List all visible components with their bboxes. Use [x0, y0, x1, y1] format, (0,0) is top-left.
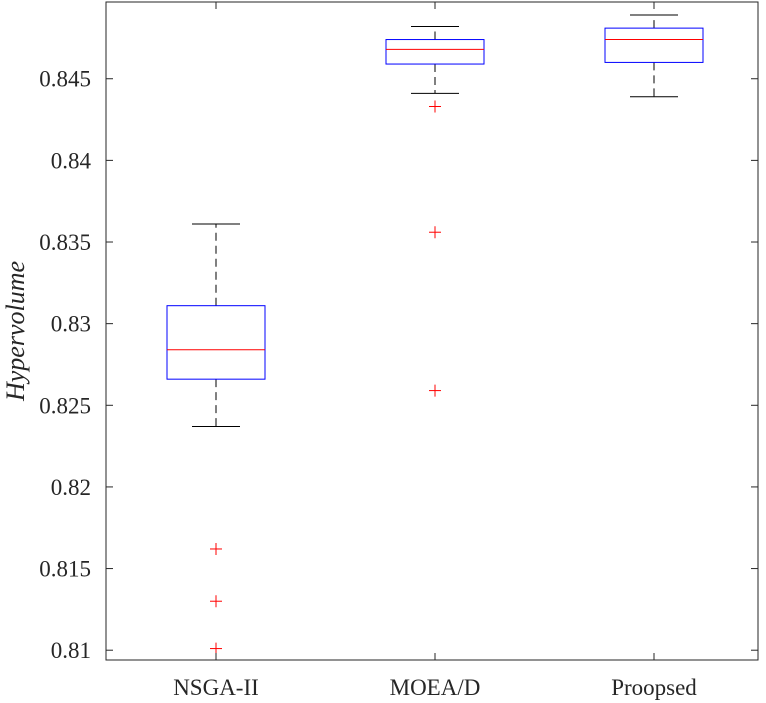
y-axis-label: Hypervolume: [1, 261, 30, 402]
outlier-point: [210, 642, 222, 655]
iqr-box: [385, 39, 485, 65]
x-tick-label: MOEA/D: [390, 675, 481, 700]
x-tick-label: NSGA-II: [173, 675, 259, 700]
box-group: [385, 25, 485, 397]
outlier-point: [210, 542, 222, 555]
axes-frame: [105, 1, 759, 661]
chart-marks: [166, 14, 704, 655]
y-tick-label: 0.845: [39, 67, 91, 92]
y-tick-label: 0.825: [39, 393, 91, 418]
y-tick-label: 0.82: [51, 475, 91, 500]
y-tick-label: 0.84: [51, 148, 92, 173]
y-tick-label: 0.83: [51, 312, 91, 337]
outlier-point: [429, 384, 441, 397]
outlier-point: [429, 226, 441, 239]
iqr-box: [166, 305, 266, 380]
chart-axes: NSGA-II MOEA/D Proopsed 0.81 0.815 0.82 0.825 0…: [39, 1, 759, 700]
y-tick-label: 0.815: [39, 557, 91, 582]
outlier-point: [210, 595, 222, 608]
box-group: [604, 14, 704, 98]
y-tick-label: 0.81: [51, 638, 91, 663]
x-tick-label: Proopsed: [611, 675, 697, 700]
box-group: [166, 223, 266, 655]
y-tick-label: 0.835: [39, 230, 91, 255]
outlier-point: [429, 100, 441, 113]
iqr-box: [604, 27, 704, 63]
plot-area: [106, 2, 758, 660]
